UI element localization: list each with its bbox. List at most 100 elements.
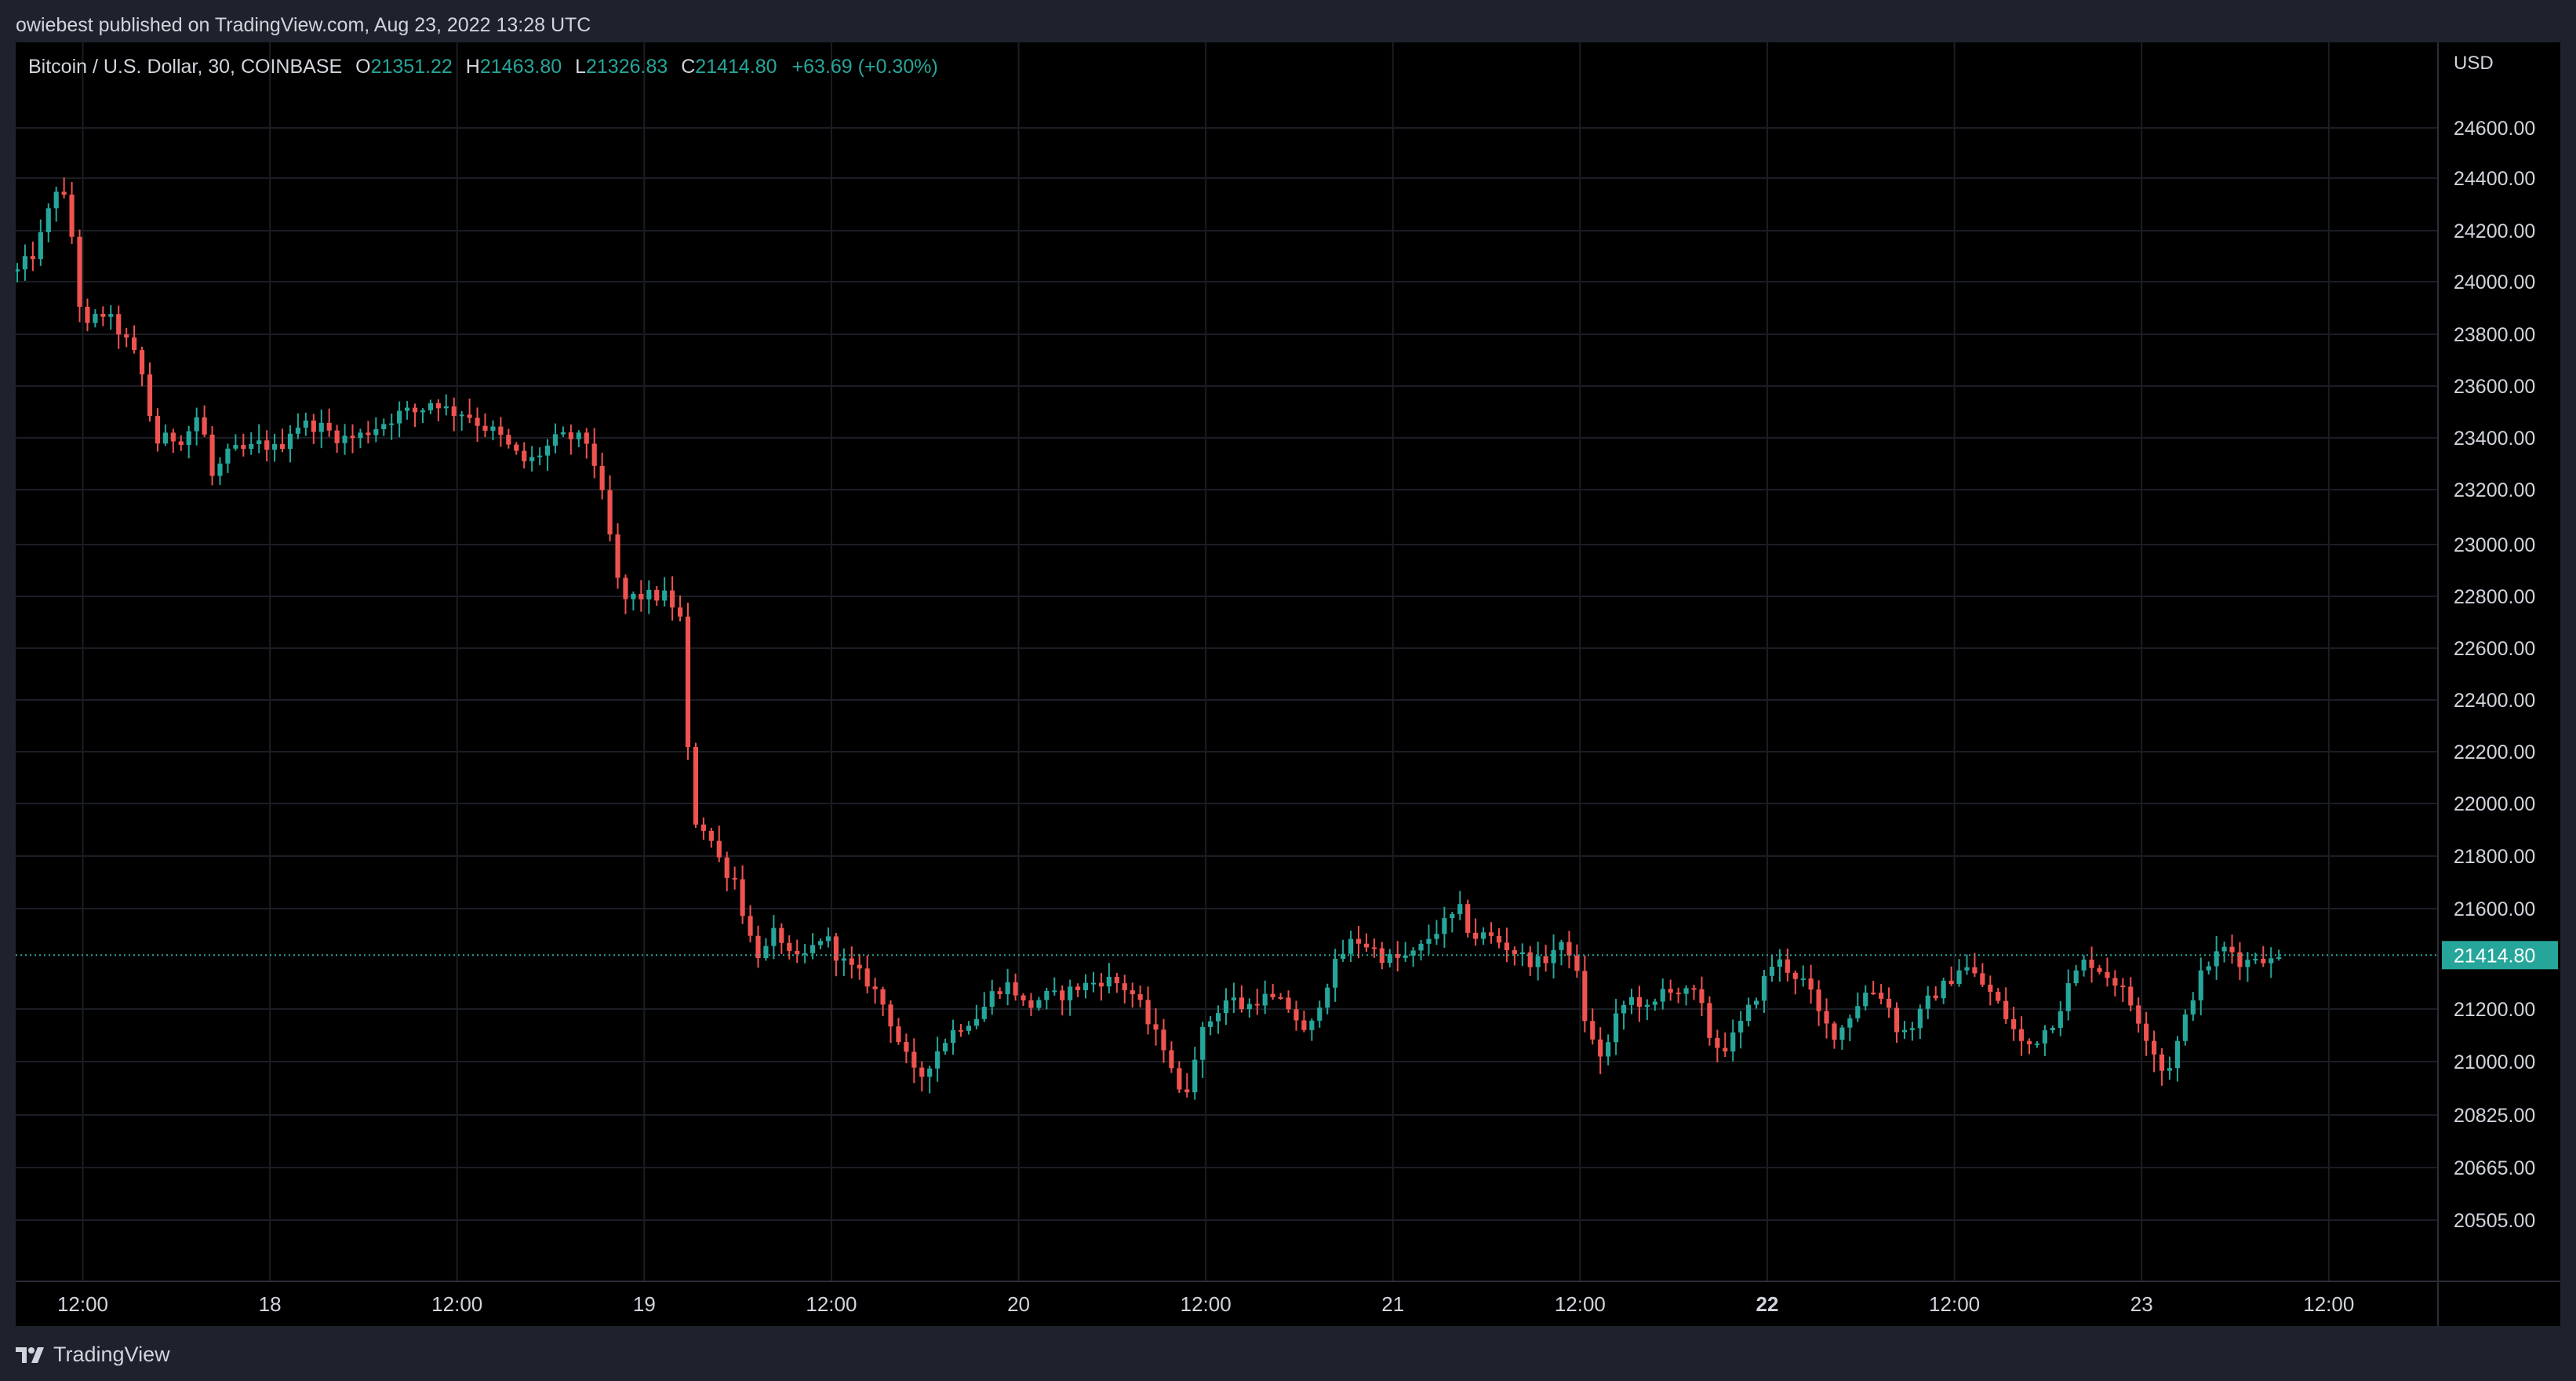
candle [716, 825, 722, 862]
candle [1005, 968, 1010, 1006]
candle [2152, 1030, 2157, 1073]
candle [708, 828, 714, 848]
candle [1598, 1027, 1603, 1074]
candle [888, 1000, 893, 1044]
candlestick-chart[interactable]: USD 24600.00 24400.00 24200.00 24000.00 23800… [16, 42, 2560, 1326]
candle-body [880, 989, 886, 1005]
candle [1808, 964, 1814, 1004]
candle [2089, 946, 2094, 983]
candle [779, 923, 784, 955]
candle [2042, 1025, 2048, 1056]
candle [2065, 969, 2071, 1021]
candle [685, 603, 691, 760]
last-price-label: 21414.80 [2454, 945, 2535, 967]
candle [1668, 979, 1673, 1001]
brand-name[interactable]: TradingView [53, 1342, 170, 1366]
candle-body [1948, 980, 1954, 985]
candle [2097, 964, 2102, 975]
candle [1636, 986, 1643, 1022]
candle [802, 944, 808, 964]
candle [1504, 927, 1510, 963]
candle [1068, 979, 1073, 1016]
candle [700, 817, 706, 840]
candle-body [2174, 1040, 2181, 1069]
candle-body [77, 236, 82, 307]
candle [217, 457, 223, 486]
candle [2261, 946, 2266, 967]
candle-body [420, 410, 426, 413]
candle [1333, 949, 1338, 1002]
candle-body [217, 463, 223, 476]
candle-body [1442, 918, 1447, 935]
candle-body [279, 443, 286, 450]
candle-body [1691, 988, 1697, 990]
candle [443, 394, 449, 416]
chart-pane[interactable]: USD 24600.00 24400.00 24200.00 24000.00 23800… [16, 42, 2560, 1326]
candle-body [139, 350, 145, 375]
candle-body [303, 420, 308, 428]
candle-body [552, 434, 558, 446]
candle-body [2136, 1005, 2141, 1024]
candle [358, 428, 363, 449]
candle [1746, 997, 1752, 1027]
time-tick-label: 12:00 [1555, 1292, 1606, 1316]
price-tick-label: 23800.00 [2454, 324, 2535, 346]
candle [1886, 987, 1892, 1018]
candle [116, 305, 122, 349]
symbol-name[interactable]: Bitcoin / U.S. Dollar, 30, COINBASE [28, 56, 343, 78]
candle-body [1738, 1021, 1744, 1033]
time-tick-label: 12:00 [806, 1292, 857, 1316]
candle [1964, 954, 1970, 975]
high-label: H [465, 56, 480, 78]
candle-body [209, 434, 215, 476]
candle [2167, 1056, 2173, 1080]
candle [451, 397, 457, 432]
candle [1574, 944, 1580, 978]
candle [186, 425, 191, 459]
publish-caption: owiebest published on TradingView.com, A… [16, 14, 591, 36]
candle-body [1551, 949, 1556, 964]
candle [1387, 949, 1392, 967]
candle-body [724, 857, 730, 878]
candle [1723, 1032, 1728, 1058]
candle [2269, 947, 2274, 978]
candle-body [124, 334, 129, 338]
price-axis: USD 24600.00 24400.00 24200.00 24000.00 23800… [2442, 53, 2558, 1232]
candle-body [1106, 976, 1112, 987]
candle-body [950, 1029, 956, 1044]
candle [607, 475, 613, 541]
candle [2237, 942, 2243, 981]
candle [787, 935, 792, 960]
candle [61, 177, 67, 199]
candle [1785, 948, 1790, 982]
candle [318, 409, 324, 449]
candle [2105, 957, 2110, 987]
candle-body [1606, 1042, 1611, 1057]
candle [2221, 942, 2227, 963]
candle [522, 442, 527, 469]
candle-body [1746, 1004, 1752, 1022]
candle-body [599, 465, 605, 490]
candle [1410, 946, 1416, 967]
candle-body [85, 306, 90, 323]
candle-body [2112, 978, 2118, 986]
candle [1644, 999, 1650, 1021]
candle [1621, 1000, 1627, 1030]
candle [1355, 926, 1362, 959]
candle-body [2206, 966, 2211, 971]
candle-body [1021, 995, 1026, 1000]
candle-body [16, 269, 20, 271]
price-tick-label: 21800.00 [2454, 846, 2535, 868]
candle-body [2011, 1018, 2017, 1029]
candle-body [1707, 1003, 1712, 1038]
candle-body [2081, 959, 2087, 971]
candle-body [1122, 983, 1127, 991]
candle [1371, 938, 1377, 958]
candle [1215, 1005, 1221, 1034]
candle-body [2269, 958, 2274, 964]
candle [1013, 973, 1018, 1001]
candle [1177, 1061, 1182, 1094]
candle-body [233, 445, 238, 449]
time-tick-label: 12:00 [1929, 1292, 1980, 1316]
candle-body [973, 1018, 979, 1026]
